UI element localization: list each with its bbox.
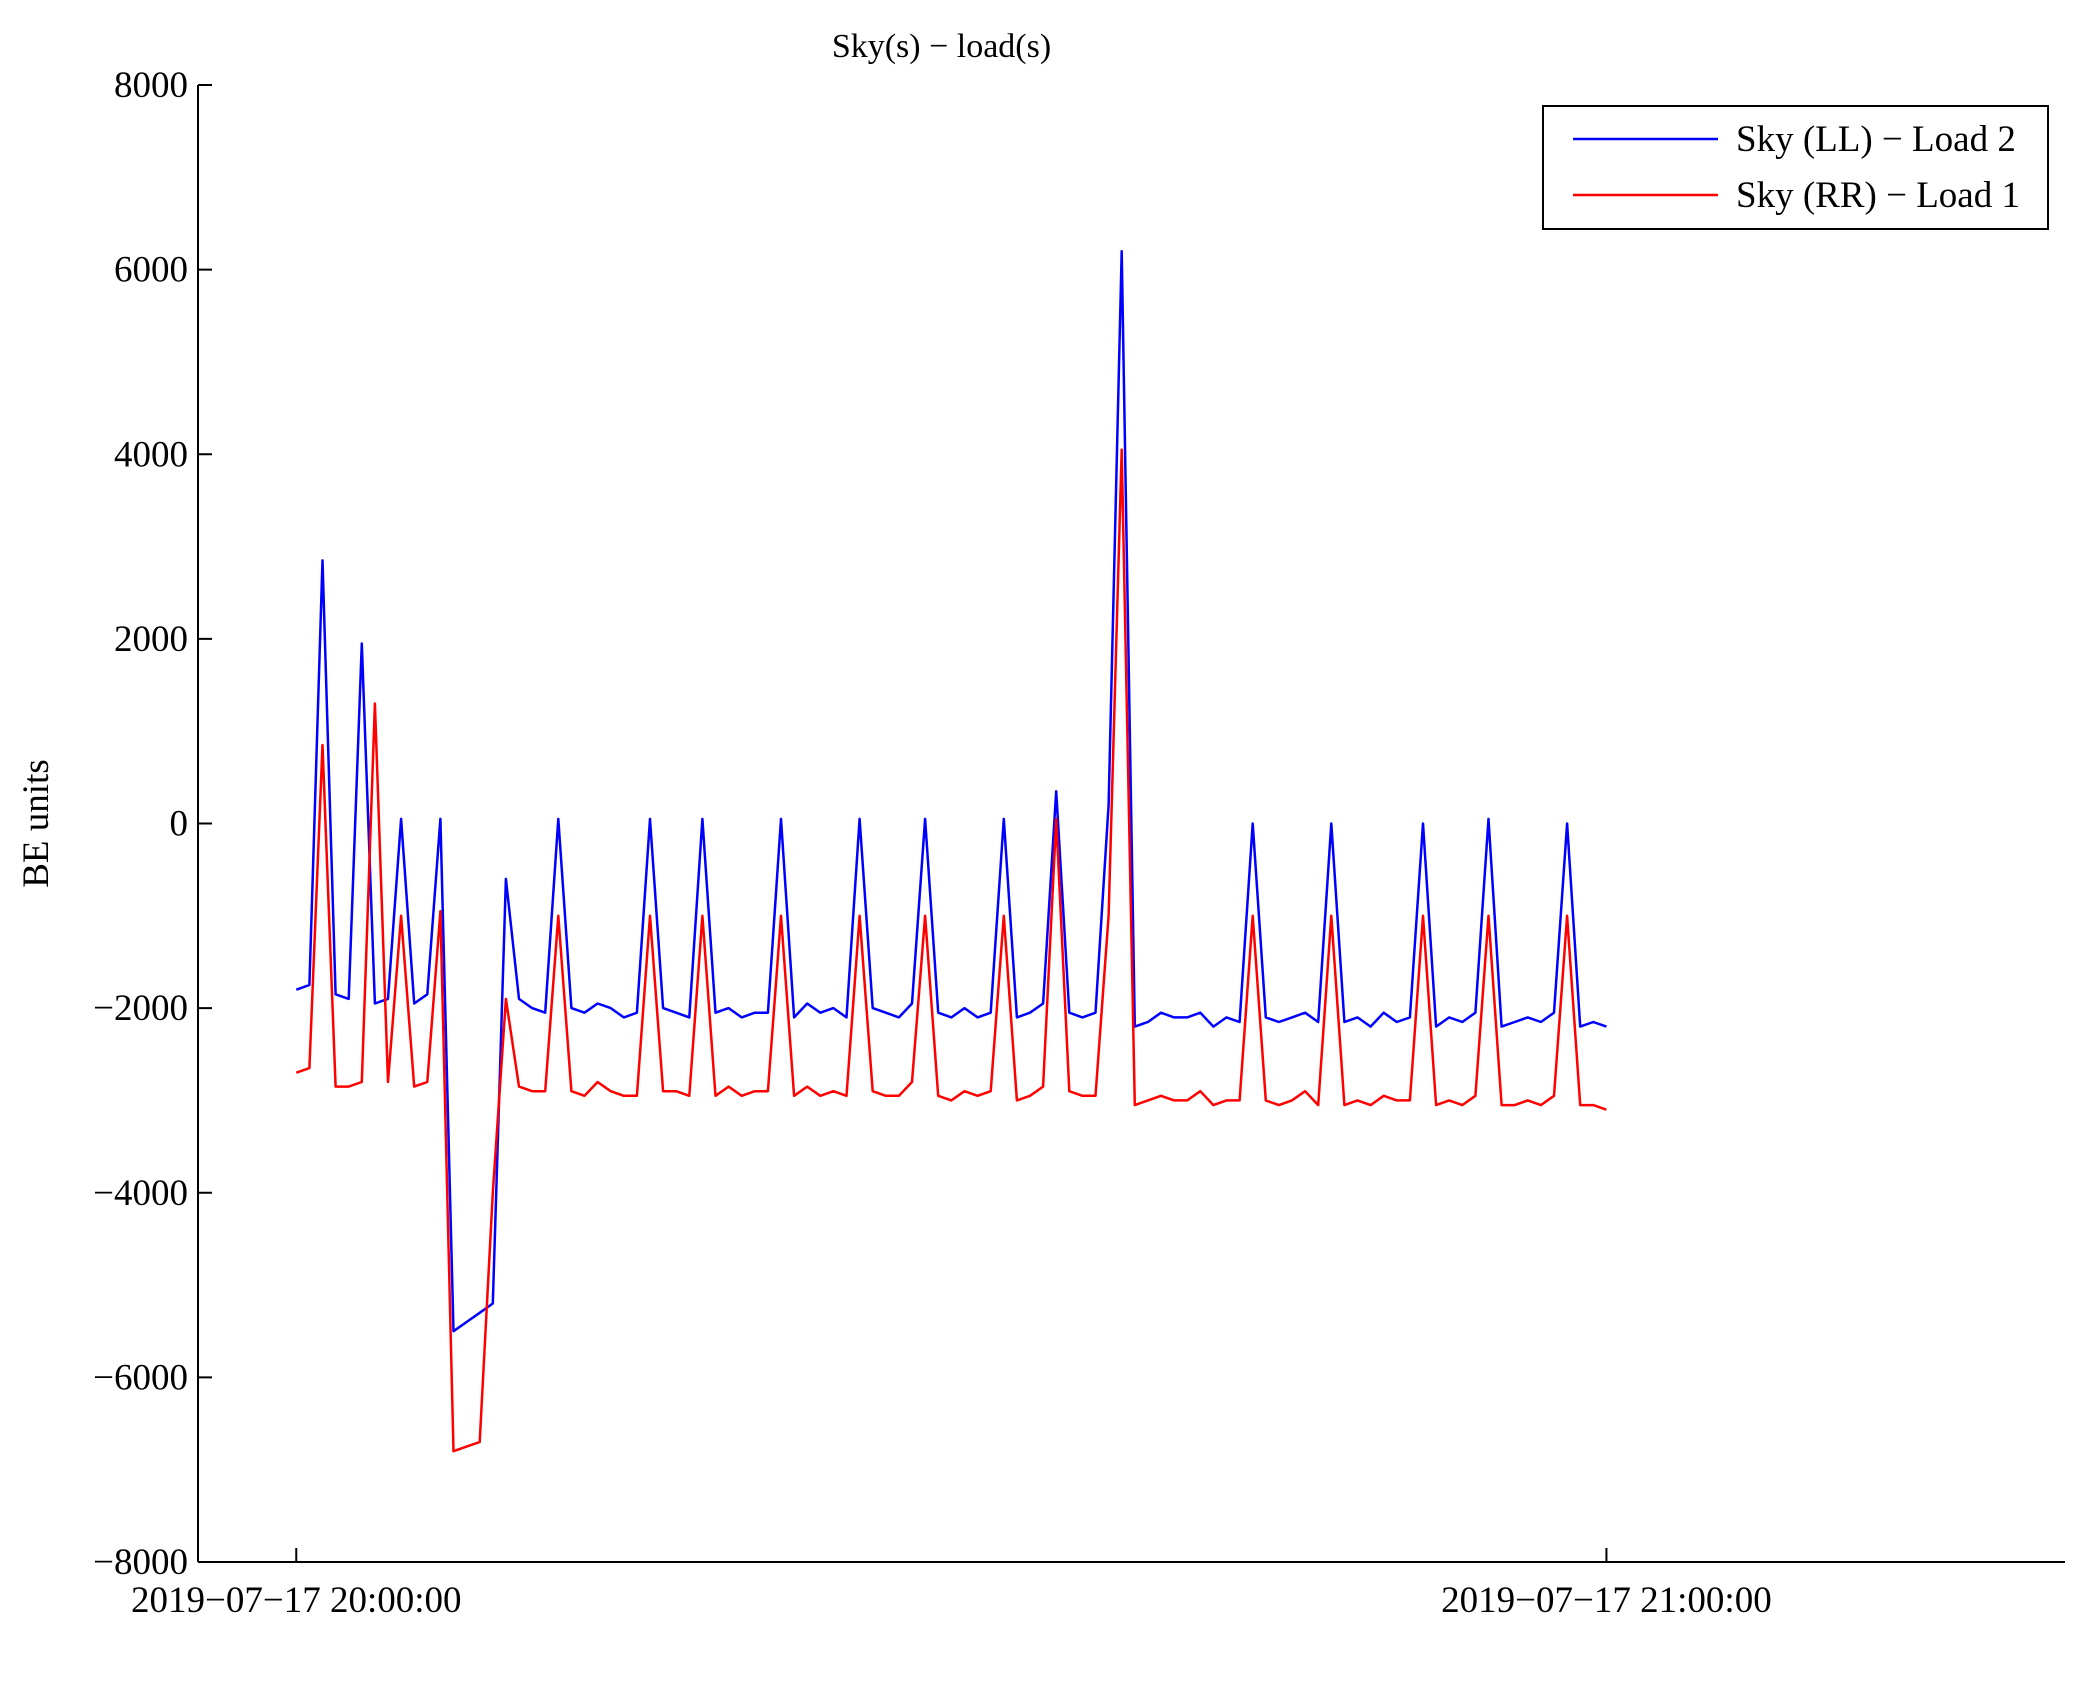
y-tick-label: −4000 xyxy=(93,1173,188,1214)
y-ticks: 8000 6000 4000 2000 0 −2000 −4000 −6000 −8000 xyxy=(93,65,212,1583)
x-tick-label: 2019−07−17 21:00:00 xyxy=(1441,1580,1772,1621)
series-lines xyxy=(295,249,1607,1453)
legend-label-1: Sky (LL) − Load 2 xyxy=(1736,119,2016,160)
y-tick-label: 0 xyxy=(170,804,189,845)
y-tick-label: 8000 xyxy=(114,65,188,106)
y-axis-label: BE units xyxy=(16,759,57,888)
y-tick-label: 6000 xyxy=(114,250,188,291)
y-tick-label: 4000 xyxy=(114,434,188,475)
series-line-1 xyxy=(295,249,1607,1333)
legend-box xyxy=(1542,105,2049,230)
y-tick-label: −8000 xyxy=(93,1542,188,1583)
legend-label-2: Sky (RR) − Load 1 xyxy=(1736,175,2020,216)
y-tick-label: −6000 xyxy=(93,1357,188,1398)
y-tick-label: 2000 xyxy=(114,619,188,660)
x-tick-label: 2019−07−17 20:00:00 xyxy=(131,1580,462,1621)
x-ticks: 2019−07−17 20:00:00 2019−07−17 21:00:00 xyxy=(131,1548,1772,1621)
legend: Sky (LL) − Load 2 Sky (RR) − Load 1 xyxy=(1542,105,2049,230)
chart-title: Sky(s) − load(s) xyxy=(832,28,1051,65)
series-line-2 xyxy=(295,448,1607,1453)
y-tick-label: −2000 xyxy=(93,988,188,1029)
